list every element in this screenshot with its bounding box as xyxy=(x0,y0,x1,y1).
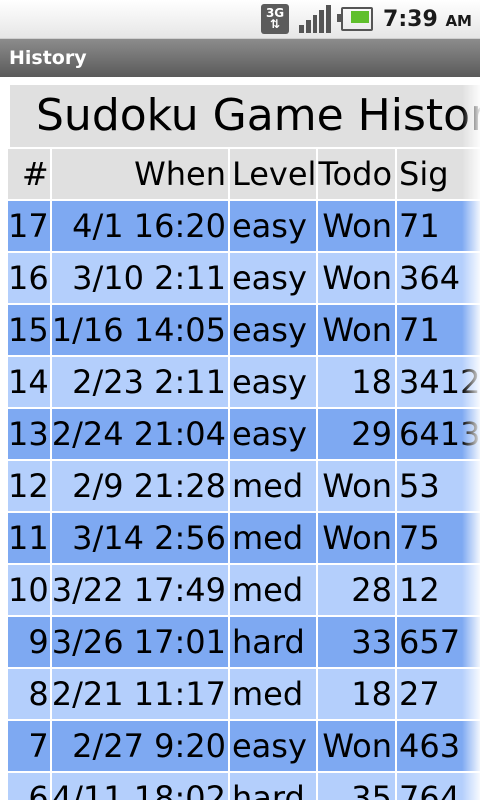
clock-time: 7:39 xyxy=(383,6,438,32)
cell-todo: Won xyxy=(318,513,396,563)
table-row[interactable]: 11 3/14 2:56 med Won 75 xyxy=(8,513,480,563)
cell-number: 12 xyxy=(8,461,50,511)
cell-level: easy xyxy=(229,253,317,303)
cell-when: 2/27 9:20 xyxy=(51,721,228,771)
column-header-todo: Todo xyxy=(318,149,396,199)
cell-sig: 71 xyxy=(397,201,480,251)
cell-todo: 28 xyxy=(318,565,396,615)
cell-number: 14 xyxy=(8,357,50,407)
cell-todo: 18 xyxy=(318,669,396,719)
cell-level: med xyxy=(229,669,317,719)
cell-number: 7 xyxy=(8,721,50,771)
cell-level: med xyxy=(229,565,317,615)
cell-when: 3/14 2:56 xyxy=(51,513,228,563)
table-row[interactable]: 10 3/22 17:49 med 28 12 xyxy=(8,565,480,615)
cell-when: 3/22 17:49 xyxy=(51,565,228,615)
table-row[interactable]: 13 2/24 21:04 easy 29 6413 xyxy=(8,409,480,459)
cell-sig: 6413 xyxy=(397,409,480,459)
column-header-sig: Sig xyxy=(397,149,480,199)
column-header-level: Level xyxy=(229,149,317,199)
cell-sig: 27 xyxy=(397,669,480,719)
table-row[interactable]: 14 2/23 2:11 easy 18 3412 xyxy=(8,357,480,407)
table-row[interactable]: 7 2/27 9:20 easy Won 463 xyxy=(8,721,480,771)
table-row[interactable]: 8 2/21 11:17 med 18 27 xyxy=(8,669,480,719)
cell-number: 15 xyxy=(8,305,50,355)
column-header-number: # xyxy=(8,149,50,199)
cell-sig: 3412 xyxy=(397,357,480,407)
window-title: History xyxy=(9,47,87,69)
cell-sig: 12 xyxy=(397,565,480,615)
cell-sig: 364 xyxy=(397,253,480,303)
table-row[interactable]: 12 2/9 21:28 med Won 53 xyxy=(8,461,480,511)
cell-level: med xyxy=(229,461,317,511)
cell-level: med xyxy=(229,513,317,563)
cell-todo: Won xyxy=(318,721,396,771)
cell-todo: Won xyxy=(318,253,396,303)
cell-level: easy xyxy=(229,201,317,251)
history-table: # When Level Todo Sig 17 4/1 16:20 easy Won… xyxy=(6,147,480,800)
cell-todo: 18 xyxy=(318,357,396,407)
status-icons: 3G ⇅ 7:39 AM xyxy=(261,0,472,38)
cell-number: 10 xyxy=(8,565,50,615)
cell-todo: Won xyxy=(318,201,396,251)
cell-level: easy xyxy=(229,721,317,771)
cell-level: hard xyxy=(229,773,317,800)
network-type: 3G xyxy=(265,6,285,20)
cell-when: 2/9 21:28 xyxy=(51,461,228,511)
cell-todo: Won xyxy=(318,305,396,355)
table-header-row: # When Level Todo Sig xyxy=(8,149,480,199)
clock-ampm: AM xyxy=(445,11,472,30)
3g-icon: 3G ⇅ xyxy=(261,4,290,34)
cell-when: 4/1 16:20 xyxy=(51,201,228,251)
cell-todo: 33 xyxy=(318,617,396,667)
cell-sig: 71 xyxy=(397,305,480,355)
title-bar: History xyxy=(0,39,480,77)
history-screen[interactable]: Sudoku Game History # When Level Todo Si… xyxy=(0,79,480,800)
cell-number: 13 xyxy=(8,409,50,459)
cell-number: 17 xyxy=(8,201,50,251)
signal-icon xyxy=(299,5,332,33)
cell-when: 1/16 14:05 xyxy=(51,305,228,355)
history-rows: 17 4/1 16:20 easy Won 71 16 3/10 2:11 easy Won 36… xyxy=(8,201,480,800)
cell-when: 2/24 21:04 xyxy=(51,409,228,459)
cell-level: easy xyxy=(229,305,317,355)
table-row[interactable]: 16 3/10 2:11 easy Won 364 xyxy=(8,253,480,303)
cell-sig: 657 xyxy=(397,617,480,667)
cell-sig: 53 xyxy=(397,461,480,511)
cell-sig: 75 xyxy=(397,513,480,563)
cell-level: hard xyxy=(229,617,317,667)
column-header-when: When xyxy=(51,149,228,199)
cell-level: easy xyxy=(229,409,317,459)
data-arrows: ⇅ xyxy=(270,17,281,31)
cell-when: 2/21 11:17 xyxy=(51,669,228,719)
cell-when: 4/11 18:02 xyxy=(51,773,228,800)
cell-when: 2/23 2:11 xyxy=(51,357,228,407)
cell-number: 16 xyxy=(8,253,50,303)
page-title: Sudoku Game History xyxy=(36,90,480,141)
cell-sig: 463 xyxy=(397,721,480,771)
cell-todo: 29 xyxy=(318,409,396,459)
table-row[interactable]: 15 1/16 14:05 easy Won 71 xyxy=(8,305,480,355)
status-bar: 3G ⇅ 7:39 AM xyxy=(0,0,480,39)
cell-sig: 764 xyxy=(397,773,480,800)
cell-number: 9 xyxy=(8,617,50,667)
cell-todo: Won xyxy=(318,461,396,511)
cell-todo: 35 xyxy=(318,773,396,800)
page-heading-box: Sudoku Game History xyxy=(10,85,480,147)
cell-level: easy xyxy=(229,357,317,407)
clock: 7:39 AM xyxy=(383,7,472,32)
cell-when: 3/26 17:01 xyxy=(51,617,228,667)
cell-number: 11 xyxy=(8,513,50,563)
cell-number: 8 xyxy=(8,669,50,719)
table-row[interactable]: 9 3/26 17:01 hard 33 657 xyxy=(8,617,480,667)
cell-when: 3/10 2:11 xyxy=(51,253,228,303)
cell-number: 6 xyxy=(8,773,50,800)
battery-charging-icon xyxy=(337,7,374,31)
table-row[interactable]: 6 4/11 18:02 hard 35 764 xyxy=(8,773,480,800)
table-row[interactable]: 17 4/1 16:20 easy Won 71 xyxy=(8,201,480,251)
